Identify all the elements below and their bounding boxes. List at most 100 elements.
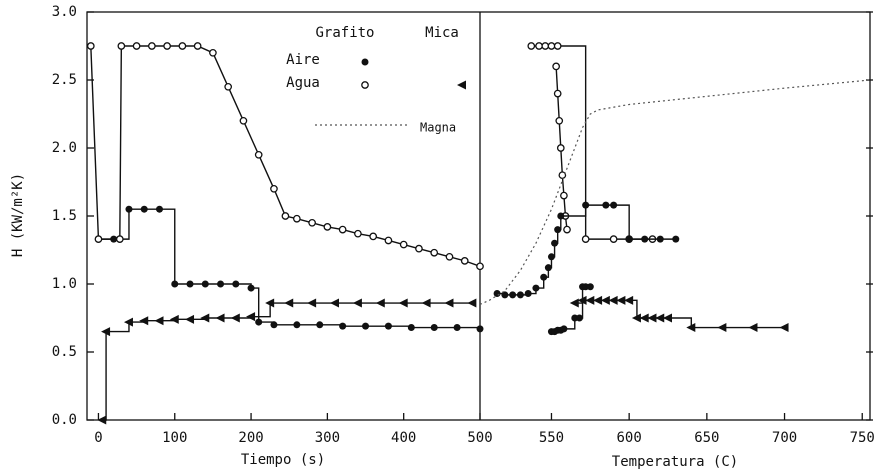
marker [139, 316, 149, 326]
marker [535, 42, 543, 50]
series-line [479, 79, 871, 305]
legend-marker [361, 81, 369, 89]
marker [169, 314, 179, 324]
marker [748, 323, 758, 333]
marker [101, 327, 111, 337]
marker [117, 42, 126, 50]
marker [308, 218, 316, 227]
marker [148, 42, 156, 50]
marker [171, 280, 179, 288]
marker [375, 298, 385, 308]
y-tick-label: 0.5 [52, 344, 77, 360]
marker [501, 291, 509, 299]
plot-frame [86, 11, 871, 421]
series-line [497, 204, 676, 296]
series-line [102, 302, 473, 421]
marker [476, 325, 484, 333]
marker [330, 298, 340, 308]
legend-column: Mica [425, 25, 459, 41]
x-tick-label: 300 [315, 430, 340, 446]
marker [647, 313, 657, 323]
marker [232, 280, 240, 288]
marker [369, 232, 378, 241]
marker [609, 235, 618, 243]
marker [200, 313, 210, 323]
marker [293, 214, 301, 223]
marker [608, 295, 618, 305]
x-tick-label: 750 [850, 430, 875, 446]
marker [430, 324, 438, 332]
marker [453, 324, 461, 332]
marker [224, 82, 233, 91]
marker [554, 226, 562, 234]
legend-marker [361, 58, 369, 66]
y-tick-label: 2.0 [52, 140, 77, 156]
legend-row: Agua [286, 75, 320, 91]
marker [547, 42, 556, 50]
marker [217, 280, 225, 288]
marker [86, 42, 95, 50]
marker [97, 415, 107, 425]
marker [270, 184, 278, 193]
marker [717, 323, 727, 333]
marker [616, 295, 626, 305]
marker [338, 225, 347, 234]
marker [421, 298, 431, 308]
marker [246, 312, 256, 322]
marker [547, 253, 555, 261]
marker [555, 116, 564, 125]
marker [316, 321, 324, 329]
marker [407, 324, 415, 332]
marker [445, 252, 454, 261]
marker [582, 201, 590, 209]
series-line [98, 208, 481, 329]
marker [558, 171, 567, 180]
marker [552, 62, 560, 71]
marker [115, 235, 124, 243]
marker [563, 225, 571, 234]
marker [154, 316, 164, 326]
series-line [574, 299, 785, 329]
marker [631, 313, 641, 323]
marker [239, 116, 248, 125]
marker [527, 42, 536, 50]
x-tick-label: 400 [391, 430, 416, 446]
marker [476, 262, 484, 271]
marker [779, 323, 789, 333]
legend-column: Grafito [315, 25, 374, 41]
y-tick-label: 1.5 [52, 208, 77, 224]
marker [384, 322, 392, 330]
x-axis-label: Tiempo (s) [241, 452, 325, 468]
marker [551, 239, 559, 247]
marker [663, 313, 673, 323]
marker [307, 298, 317, 308]
marker [556, 144, 565, 152]
series-line [90, 45, 481, 267]
marker [125, 205, 133, 213]
marker [123, 317, 133, 327]
marker [553, 89, 562, 98]
marker [362, 322, 370, 330]
marker [281, 212, 290, 220]
marker [193, 42, 202, 50]
marker [581, 235, 590, 243]
marker [209, 48, 217, 57]
marker [569, 298, 579, 308]
marker [415, 244, 423, 253]
legend-label: Magna [420, 121, 456, 135]
marker [186, 280, 194, 288]
marker [560, 191, 568, 200]
marker [398, 298, 408, 308]
marker [230, 313, 240, 323]
marker [444, 298, 454, 308]
marker [352, 298, 362, 308]
x-tick-label: 200 [238, 430, 263, 446]
marker [255, 318, 263, 326]
marker [585, 295, 595, 305]
marker [540, 273, 548, 281]
marker [354, 229, 362, 238]
y-tick-label: 1.0 [52, 276, 77, 292]
marker [557, 212, 565, 220]
marker [625, 235, 633, 243]
